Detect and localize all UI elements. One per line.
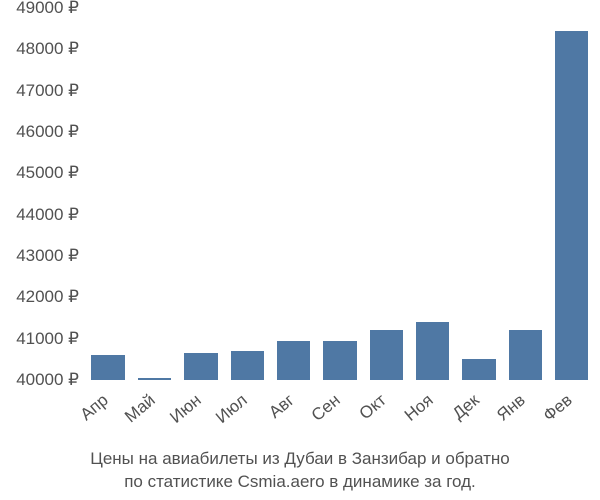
bar [231,351,264,380]
price-bar-chart: 40000 ₽ 41000 ₽ 42000 ₽ 43000 ₽ 44000 ₽ 45000… [0,0,600,500]
y-tick-label: 48000 ₽ [16,39,79,59]
bar-slot [456,8,502,380]
bar-slot [178,8,224,380]
bar [370,330,403,380]
y-tick-label: 47000 ₽ [16,81,79,101]
bar-slot [410,8,456,380]
bar [323,341,356,380]
y-tick-label: 44000 ₽ [16,205,79,225]
y-tick-label: 43000 ₽ [16,246,79,266]
x-tick-label: Июл [212,390,251,428]
bar-slot [317,8,363,380]
x-tick-label: Янв [494,390,530,425]
bar [555,31,588,380]
y-tick-label: 41000 ₽ [16,329,79,349]
plot-area [85,8,595,380]
y-tick-label: 46000 ₽ [16,122,79,142]
y-tick-label: 42000 ₽ [16,287,79,307]
x-tick-label: Сен [308,390,345,425]
x-tick-label: Апр [77,390,113,425]
bar-slot [85,8,131,380]
x-tick-label: Фев [539,390,576,426]
y-tick-label: 49000 ₽ [16,0,79,18]
x-tick-label: Дек [449,390,484,424]
y-tick-label: 40000 ₽ [16,370,79,390]
x-tick-label: Окт [356,390,391,424]
bars [85,8,595,380]
x-tick-label: Май [121,390,159,427]
bar [184,353,217,380]
bar-slot [549,8,595,380]
x-tick-label: Авг [265,390,298,422]
caption: Цены на авиабилеты из Дубаи в Занзибар и… [0,448,600,494]
bar-slot [363,8,409,380]
bar-slot [502,8,548,380]
bar [462,359,495,380]
y-axis: 40000 ₽41000 ₽42000 ₽43000 ₽44000 ₽45000… [0,8,79,380]
caption-line-2: по статистике Csmia.aero в динамике за г… [0,471,600,494]
bar [91,355,124,380]
bar [138,378,171,380]
bar [416,322,449,380]
x-tick-label: Ноя [401,390,438,425]
x-tick-label: Июн [166,390,205,427]
caption-line-1: Цены на авиабилеты из Дубаи в Занзибар и… [0,448,600,471]
bar-slot [224,8,270,380]
bar [509,330,542,380]
bar-slot [131,8,177,380]
bar-slot [270,8,316,380]
bar [277,341,310,380]
y-tick-label: 45000 ₽ [16,163,79,183]
